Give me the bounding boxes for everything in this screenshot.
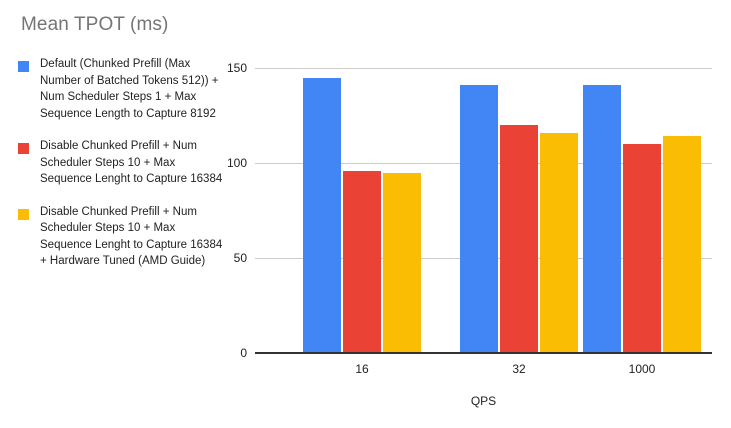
legend-label-0: Default (Chunked Prefill (Max Number of …	[40, 58, 219, 120]
bar-group-1000-series-0[interactable]	[583, 85, 621, 353]
y-tick-label-150: 150	[226, 61, 247, 75]
legend-label-2: Disable Chunked Prefill + Num Scheduler …	[40, 205, 223, 268]
bar-group-16-series-0[interactable]	[303, 77, 341, 353]
bar-group-32-series-0[interactable]	[460, 85, 498, 353]
bar-group-32-series-2[interactable]	[540, 132, 578, 353]
bar-group-16-series-2[interactable]	[383, 172, 421, 353]
legend-item-2[interactable]: Disable Chunked Prefill + Num Scheduler …	[16, 204, 228, 270]
y-tick-label-0: 0	[240, 346, 247, 360]
bar-group-16-series-1[interactable]	[343, 170, 381, 353]
y-tick-label-50: 50	[233, 251, 247, 265]
x-axis-line	[255, 352, 712, 354]
y-axis-tick-labels: 150 100 50 0	[203, 62, 247, 359]
legend-item-1[interactable]: Disable Chunked Prefill + Num Scheduler …	[16, 138, 228, 188]
bar-group-1000-series-1[interactable]	[623, 144, 661, 353]
chart-legend: Default (Chunked Prefill (Max Number of …	[16, 56, 228, 286]
legend-swatch-red-icon	[18, 143, 29, 154]
legend-label-1: Disable Chunked Prefill + Num Scheduler …	[40, 140, 223, 185]
x-tick-label-1000: 1000	[628, 362, 656, 376]
plot-area	[255, 68, 712, 353]
x-tick-label-32: 32	[512, 362, 526, 376]
bar-group-1000-series-2[interactable]	[663, 136, 701, 353]
chart-title: Mean TPOT (ms)	[21, 14, 169, 35]
x-tick-label-16: 16	[355, 362, 369, 376]
legend-swatch-yellow-icon	[18, 208, 29, 220]
x-axis-title: QPS	[470, 394, 497, 408]
bar-group-32-series-1[interactable]	[500, 125, 538, 353]
gridline-150	[255, 68, 712, 69]
y-tick-label-100: 100	[226, 156, 247, 170]
legend-swatch-blue-icon	[18, 61, 29, 72]
legend-item-0[interactable]: Default (Chunked Prefill (Max Number of …	[16, 56, 228, 122]
